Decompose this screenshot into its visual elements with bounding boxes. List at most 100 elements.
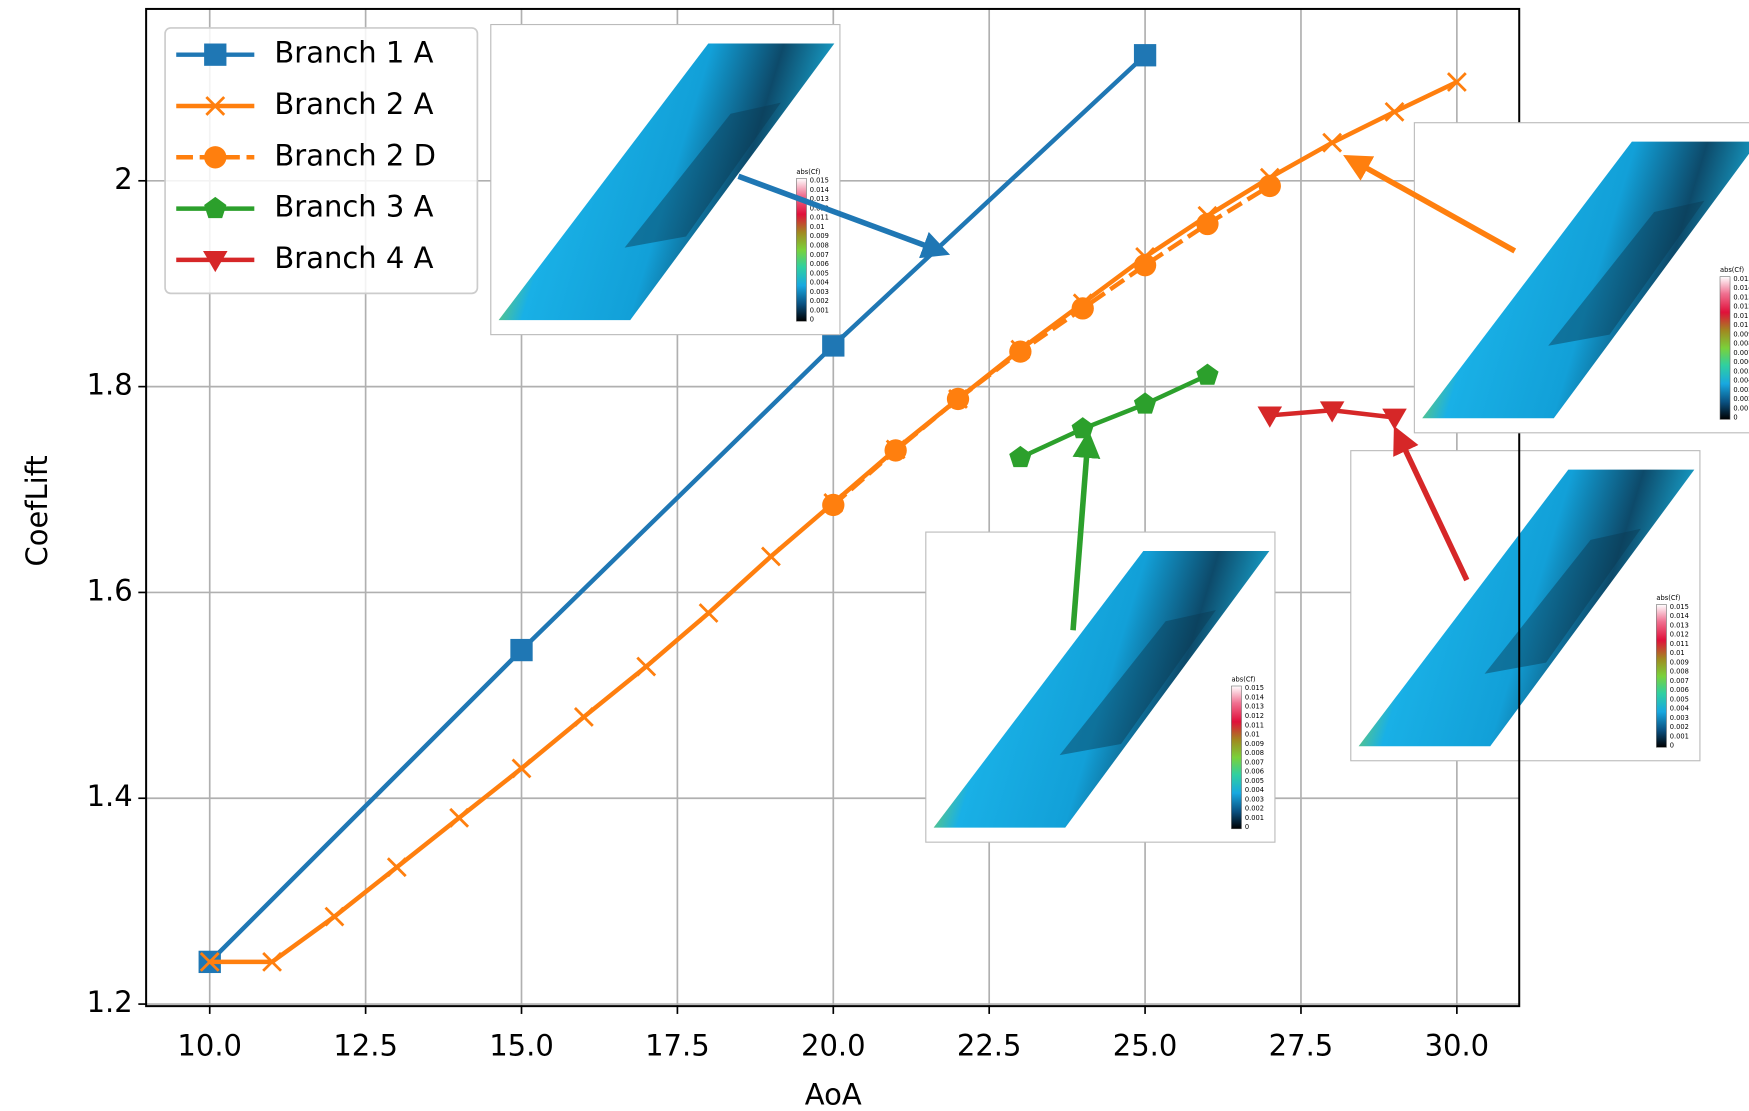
legend-frame (164, 27, 479, 295)
colorbar-label: 0.002 (810, 297, 829, 305)
colorbar-label: 0.009 (1245, 740, 1264, 748)
colorbar-label: 0.008 (1245, 749, 1264, 757)
arrow (737, 173, 951, 259)
y-tick-label: 1.8 (87, 368, 133, 402)
colorbar-label: 0.005 (1245, 777, 1264, 785)
x-tick-label: 25.0 (1113, 1028, 1178, 1062)
colorbar-label: 0.012 (1245, 712, 1264, 720)
inset-image: abs(Cf)0.0150.0140.0130.0120.0110.010.00… (925, 531, 1276, 843)
axes-frame (145, 7, 1521, 1008)
inset-image: abs(Cf)0.0150.0140.0130.0120.0110.010.00… (490, 23, 841, 336)
wing-shadow (1484, 528, 1641, 674)
colorbar-label: 0.013 (1733, 293, 1749, 301)
marker (510, 638, 533, 662)
legend-label: Branch 3 A (274, 190, 433, 224)
colorbar-label: 0.01 (1245, 731, 1260, 739)
y-tick-label: 2 (114, 162, 132, 196)
colorbar-label: 0.007 (810, 251, 829, 259)
colorbar-label: 0.004 (1245, 786, 1264, 794)
marker (324, 906, 345, 927)
colorbar-label: 0.006 (1670, 686, 1689, 694)
wing-shadow (1548, 200, 1705, 346)
colorbar-label: 0.011 (1670, 640, 1689, 648)
marker (1319, 401, 1345, 423)
colorbar-label: 0 (1733, 414, 1737, 422)
x-tick-label: 22.5 (957, 1028, 1022, 1062)
x-tick-label: 27.5 (1269, 1028, 1334, 1062)
colorbar-label: 0.015 (810, 177, 829, 185)
colorbar-label: 0.012 (1670, 631, 1689, 639)
colorbar-label: 0.013 (1245, 703, 1264, 711)
marker (1322, 132, 1343, 153)
marker (822, 334, 845, 357)
marker (203, 250, 228, 273)
legend-label: Branch 1 A (274, 36, 433, 70)
series-line (208, 53, 1147, 964)
colorbar (1231, 685, 1242, 830)
colorbar-label: 0.014 (1733, 284, 1749, 292)
marker (1133, 44, 1157, 67)
colorbar-label: 0 (1670, 742, 1674, 750)
series-line (1019, 373, 1209, 460)
colorbar-label: 0.014 (1245, 693, 1264, 701)
legend-label: Branch 2 A (274, 87, 433, 121)
colorbar-label: 0.006 (1733, 358, 1749, 366)
colorbar-label: 0.008 (810, 242, 829, 250)
x-tick-label: 12.5 (333, 1028, 398, 1062)
marker (636, 656, 657, 677)
wing (1422, 141, 1749, 419)
colorbar-label: 0.007 (1733, 349, 1749, 357)
marker (1071, 297, 1094, 320)
colorbar-label: 0 (1245, 823, 1249, 831)
y-axis-label: CoefLift (20, 455, 54, 566)
wing (1358, 469, 1695, 747)
colorbar-label: 0.009 (1670, 658, 1689, 666)
colorbar (1719, 276, 1731, 420)
marker (204, 146, 227, 169)
colorbar-label: 0.014 (810, 186, 829, 194)
colorbar-label: 0.015 (1733, 275, 1749, 283)
colorbar-label: 0.006 (1245, 768, 1264, 776)
marker (199, 951, 220, 972)
colorbar-title: abs(Cf) (1720, 266, 1744, 274)
legend-label: Branch 2 D (274, 138, 436, 172)
colorbar-label: 0.01 (810, 223, 825, 231)
wing-shadow (624, 102, 781, 248)
marker (761, 546, 781, 567)
colorbar-label: 0.001 (1670, 732, 1689, 740)
colorbar-label: 0.003 (1245, 795, 1264, 803)
colorbar-label: 0.002 (1670, 723, 1689, 731)
marker (698, 603, 719, 623)
colorbar-label: 0.008 (1670, 668, 1689, 676)
colorbar-label: 0.003 (1670, 714, 1689, 722)
colorbar-label: 0.014 (1670, 612, 1689, 620)
x-tick-label: 10.0 (177, 1028, 242, 1062)
x-tick-label: 30.0 (1425, 1028, 1490, 1062)
marker (511, 758, 532, 779)
colorbar-label: 0.012 (1733, 303, 1749, 311)
colorbar-title: abs(Cf) (1231, 675, 1255, 683)
inset-image: abs(Cf)0.0150.0140.0130.0120.0110.010.00… (1413, 122, 1749, 434)
marker (884, 439, 907, 462)
marker (1446, 72, 1467, 92)
colorbar-label: 0.005 (1733, 367, 1749, 375)
marker (1133, 392, 1157, 414)
marker (386, 857, 407, 878)
colorbar-label: 0.013 (1670, 621, 1689, 629)
colorbar-label: 0.009 (1733, 330, 1749, 338)
colorbar-label: 0.001 (1733, 404, 1749, 412)
marker (1071, 417, 1094, 439)
colorbar-title: abs(Cf) (1656, 594, 1680, 602)
colorbar-label: 0.015 (1670, 603, 1689, 611)
arrow (1070, 430, 1101, 631)
colorbar-label: 0.011 (1245, 721, 1264, 729)
marker (1257, 406, 1283, 428)
colorbar-label: 0.008 (1733, 340, 1749, 348)
colorbar-label: 0.006 (810, 260, 829, 268)
colorbar-label: 0.01 (1733, 321, 1748, 329)
colorbar-label: 0.011 (810, 214, 829, 222)
colorbar-label: 0.003 (810, 288, 829, 296)
colorbar-label: 0.005 (810, 269, 829, 277)
marker (262, 951, 282, 972)
marker (1258, 174, 1281, 198)
